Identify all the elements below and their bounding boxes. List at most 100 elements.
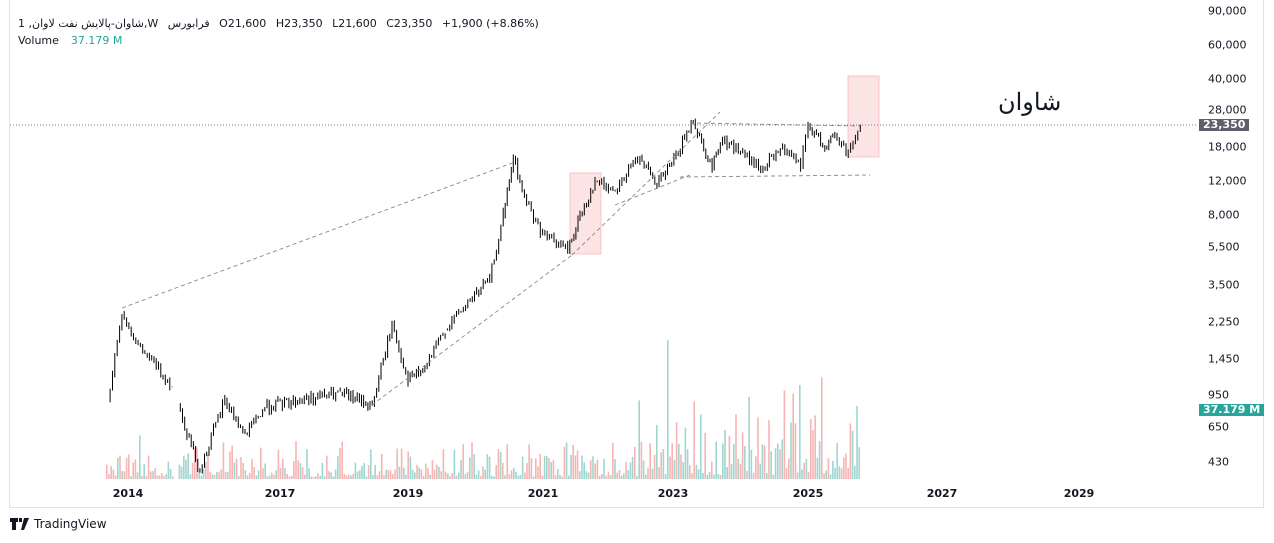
volume-bar [205, 462, 207, 479]
volume-bar [178, 464, 181, 479]
volume-bar [143, 464, 145, 479]
volume-bar [640, 441, 643, 479]
volume-bar [596, 459, 599, 479]
x-tick-label: 2025 [792, 487, 824, 500]
y-tick-label: 430 [1208, 455, 1229, 469]
volume-bar [785, 468, 788, 479]
volume-bar [781, 439, 783, 479]
volume-bar [603, 458, 605, 479]
volume-bar [825, 470, 827, 479]
volume-bar [519, 474, 522, 479]
volume-bar [568, 475, 570, 479]
volume-bar [832, 460, 834, 479]
x-tick-label: 2019 [392, 487, 424, 500]
volume-bar [510, 470, 513, 479]
y-tick-label: 950 [1208, 388, 1229, 402]
volume-bar [312, 476, 315, 479]
volume-bar [761, 444, 764, 479]
volume-bar [407, 451, 409, 479]
volume-bar [477, 470, 480, 479]
last-price-badge: 23,350 [1199, 119, 1250, 131]
volume-bar [293, 461, 295, 479]
volume-bar [271, 472, 273, 479]
volume-bar [561, 476, 563, 479]
y-tick-label: 8,000 [1208, 208, 1240, 222]
volume-bar [796, 472, 799, 479]
volume-bar [158, 475, 161, 479]
volume-bar [823, 473, 825, 479]
volume-bar [834, 467, 836, 479]
volume-bar [480, 476, 482, 479]
volume-bar [482, 466, 484, 479]
volume-bar [290, 475, 293, 479]
volume-bar [719, 475, 722, 479]
volume-bar [286, 474, 288, 479]
y-tick-label: 40,000 [1208, 72, 1247, 86]
volume-value: 37.179 M [70, 34, 123, 47]
volume-bar [814, 415, 816, 479]
volume-bar [682, 462, 684, 479]
volume-bar [748, 396, 750, 479]
symbol-name[interactable]: 1 ,شاوان-پالایش نفت لاوان,W [18, 17, 159, 30]
volume-bar [453, 449, 456, 479]
volume-bar [106, 464, 108, 479]
volume-bar [590, 460, 592, 479]
annotation-text[interactable]: شاوان [998, 88, 1062, 116]
volume-bar [618, 470, 621, 479]
volume-bar [543, 456, 546, 479]
y-tick-label: 28,000 [1208, 103, 1247, 117]
volume-bar [150, 471, 152, 479]
volume-bar [444, 471, 447, 479]
volume-bar [282, 458, 284, 479]
volume-bar [196, 447, 198, 479]
volume-bar [308, 468, 310, 479]
volume-bar [735, 414, 737, 479]
volume-bar [662, 449, 665, 479]
volume-bar [810, 419, 812, 479]
volume-bar [425, 463, 427, 479]
ohlc-open: O21,600 [219, 17, 267, 30]
volume-bar [557, 469, 559, 479]
volume-bar [169, 468, 172, 479]
volume-bar [581, 455, 583, 479]
volume-bar [746, 470, 748, 479]
volume-bar [715, 441, 717, 479]
volume-bar [233, 462, 236, 479]
volume-bar [849, 423, 852, 479]
volume-bar [288, 476, 291, 479]
x-tick-label: 2029 [1063, 487, 1095, 500]
volume-bar [119, 455, 121, 479]
volume-label: Volume [18, 34, 59, 47]
volume-bar [163, 476, 165, 479]
volume-bar [328, 471, 330, 479]
volume-bar [583, 462, 585, 479]
volume-bar [629, 462, 632, 479]
tradingview-logo[interactable]: TradingView [10, 517, 107, 531]
trend-line [679, 174, 871, 178]
volume-bar [763, 445, 766, 479]
volume-bar [755, 456, 757, 479]
volume-bar [642, 460, 645, 479]
x-tick-label: 2023 [657, 487, 689, 500]
volume-bar [550, 462, 552, 479]
volume-bar [473, 454, 475, 479]
volume-bar [673, 460, 676, 479]
volume-bar [374, 464, 376, 479]
volume-bar [777, 443, 779, 479]
volume-bar [422, 476, 425, 479]
volume-bar [191, 462, 194, 479]
volume-bar [605, 475, 607, 479]
volume-bar [110, 466, 112, 479]
volume-badge: 37.179 M [1199, 404, 1265, 416]
volume-bar [521, 456, 524, 479]
volume-bar [803, 462, 805, 479]
volume-bar [541, 475, 544, 479]
volume-bar [317, 473, 319, 479]
volume-bar [667, 340, 669, 479]
volume-bar [664, 474, 667, 479]
ohlc-change: +1,900 (+8.86%) [441, 17, 539, 30]
volume-bar [680, 454, 682, 479]
volume-bar [440, 471, 442, 479]
price-chart[interactable] [0, 0, 1274, 510]
volume-bar [167, 461, 170, 479]
